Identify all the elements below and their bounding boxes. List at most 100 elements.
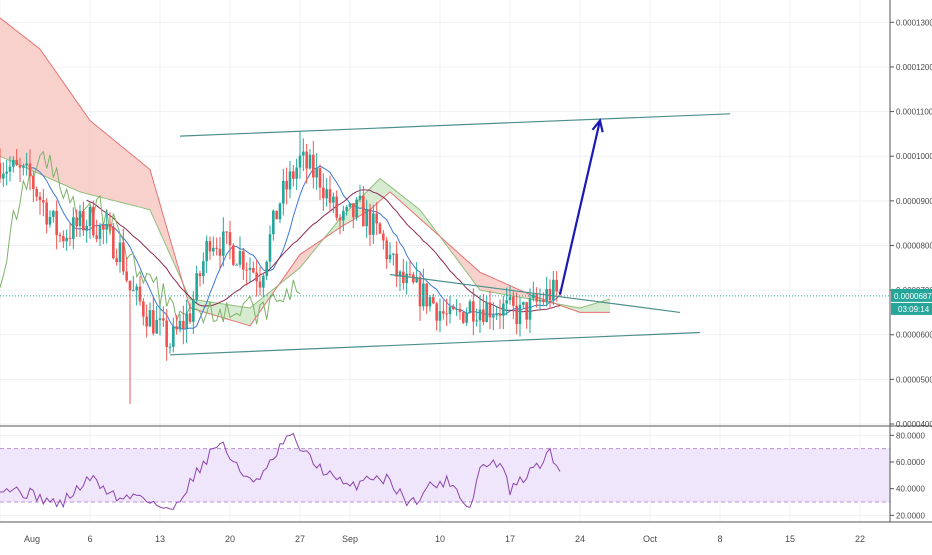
candle-body bbox=[255, 272, 258, 282]
price-tick-label: 0.0000600 bbox=[896, 331, 932, 340]
cloud-segment bbox=[295, 254, 300, 272]
cloud-segment bbox=[370, 183, 375, 210]
rsi-tick-label: 60.0000 bbox=[896, 458, 925, 467]
cloud-segment bbox=[30, 41, 35, 172]
cloud-segment bbox=[395, 190, 400, 201]
candle-body bbox=[185, 313, 188, 329]
time-tick-label: 8 bbox=[717, 534, 722, 544]
candle-body bbox=[165, 320, 168, 348]
price-tick-label: 0.0000400 bbox=[896, 420, 932, 429]
candle-body bbox=[135, 286, 138, 291]
cloud-segment bbox=[60, 77, 65, 186]
candle-body bbox=[338, 217, 342, 221]
candle-body bbox=[542, 300, 545, 302]
cloud-segment bbox=[405, 198, 410, 210]
cloud-segment bbox=[480, 272, 485, 291]
candle-body bbox=[182, 321, 185, 329]
candle-body bbox=[148, 310, 152, 327]
cloud-segment bbox=[245, 307, 250, 326]
cloud-segment bbox=[5, 21, 10, 161]
rsi-panel[interactable] bbox=[0, 432, 890, 510]
candle-body bbox=[488, 302, 492, 318]
trendline-lower-channel[interactable] bbox=[169, 331, 701, 356]
trendline-upper-channel[interactable] bbox=[179, 113, 731, 137]
candle-body bbox=[535, 294, 538, 302]
candle-body bbox=[102, 224, 105, 230]
candle-body bbox=[265, 261, 268, 276]
candle-body bbox=[352, 203, 355, 218]
candle-body bbox=[425, 283, 428, 307]
candle-body bbox=[412, 274, 415, 283]
cloud-segment bbox=[490, 276, 495, 293]
trendline-descending-resistance[interactable] bbox=[389, 273, 681, 314]
candle-body bbox=[335, 196, 338, 218]
candle-body bbox=[218, 248, 222, 256]
drawing-tools[interactable] bbox=[0, 113, 890, 356]
candle-body bbox=[188, 313, 192, 322]
candle-body bbox=[22, 165, 25, 168]
candle-body bbox=[292, 171, 295, 179]
candle-body bbox=[225, 231, 228, 233]
candle-body bbox=[365, 208, 368, 227]
cloud-segment bbox=[215, 302, 220, 317]
cloud-segment bbox=[55, 70, 60, 183]
cloud-segment bbox=[125, 149, 130, 205]
projection-arrow-head[interactable] bbox=[591, 118, 604, 133]
candle-body bbox=[515, 305, 518, 325]
candle-body bbox=[332, 196, 335, 203]
candle-body bbox=[198, 273, 202, 277]
candle-body bbox=[455, 309, 458, 311]
candle-body bbox=[115, 258, 118, 263]
candle-body bbox=[212, 247, 215, 252]
candle-body bbox=[45, 202, 48, 225]
candle-body bbox=[205, 241, 208, 262]
cloud-segment bbox=[75, 99, 80, 192]
rsi-tick-label: 20.0000 bbox=[896, 511, 925, 520]
current-price-label: 0.0000687 bbox=[894, 292, 932, 301]
rsi-line bbox=[0, 432, 561, 510]
grid-lines bbox=[0, 0, 890, 522]
countdown-label-bg bbox=[891, 302, 932, 315]
candle-body bbox=[508, 296, 512, 301]
candle-body bbox=[392, 253, 395, 255]
kijun-sen-line bbox=[86, 189, 561, 313]
candle-body bbox=[518, 304, 522, 325]
candle-body bbox=[128, 280, 132, 291]
candle-body bbox=[215, 247, 218, 249]
candle-body bbox=[522, 302, 525, 305]
projection-arrow-shaft[interactable] bbox=[558, 120, 602, 295]
candle-body bbox=[145, 316, 148, 327]
cloud-segment bbox=[100, 128, 105, 199]
candle-body bbox=[405, 273, 408, 284]
cloud-segment bbox=[10, 25, 15, 163]
candle-body bbox=[475, 320, 478, 322]
candle-body bbox=[72, 217, 75, 239]
cloud-segment bbox=[70, 91, 75, 190]
candle-body bbox=[62, 236, 65, 242]
candle-body bbox=[55, 210, 58, 235]
candle-body bbox=[318, 168, 322, 188]
chikou-span-line bbox=[0, 150, 301, 325]
candle-body bbox=[275, 210, 278, 220]
candle-body bbox=[92, 206, 95, 236]
candle-body bbox=[122, 242, 125, 272]
candle-body bbox=[398, 271, 402, 277]
candle-body bbox=[555, 279, 558, 292]
price-tick-label: 0.0001200 bbox=[896, 63, 932, 72]
time-tick-label: 27 bbox=[295, 534, 305, 544]
candle-body bbox=[418, 277, 422, 307]
candle-body bbox=[112, 226, 115, 259]
candle-body bbox=[28, 163, 32, 177]
candle-body bbox=[242, 251, 245, 270]
cloud-segment bbox=[285, 268, 290, 280]
candle-body bbox=[228, 232, 232, 246]
candle-body bbox=[78, 210, 82, 227]
candle-body bbox=[192, 299, 195, 322]
cloud-segment bbox=[85, 113, 90, 195]
candle-body bbox=[375, 213, 378, 224]
cloud-segment bbox=[165, 221, 170, 255]
candle-body bbox=[272, 210, 275, 235]
